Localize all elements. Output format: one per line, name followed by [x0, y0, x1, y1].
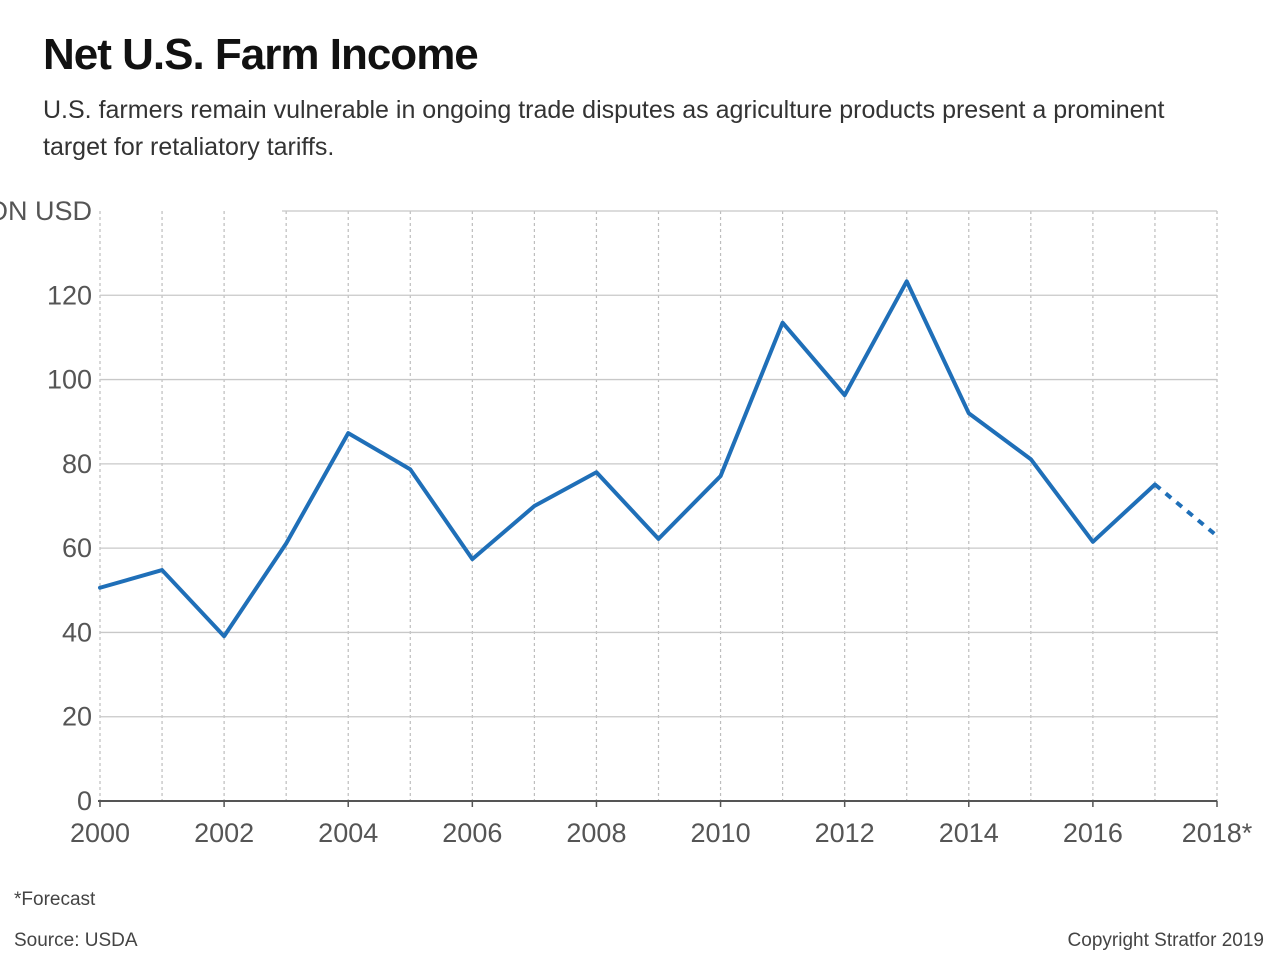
y-tick-label: 80: [62, 449, 92, 479]
line-chart: 0 20 40 60 80 100 120 140 BILLION USD 2000 2002 20…: [0, 196, 1253, 848]
x-tick-label: 2008: [566, 818, 626, 848]
x-tick-label: 2004: [318, 818, 378, 848]
income-series-line: [98, 279, 1157, 639]
y-tick-label: 40: [62, 617, 92, 647]
y-tick-label: 20: [62, 702, 92, 732]
x-tick-label: 2006: [442, 818, 502, 848]
x-tick-label: 2014: [939, 818, 999, 848]
y-tick-label: 120: [47, 280, 92, 310]
x-tick-label: 2016: [1063, 818, 1123, 848]
y-tick-label: 140 BILLION USD: [0, 196, 92, 226]
x-tick-label: 2018*: [1182, 818, 1253, 848]
y-tick-label: 0: [77, 786, 92, 816]
x-tick-label: 2002: [194, 818, 254, 848]
source-note: Source: USDA: [14, 930, 138, 951]
x-tick-label: 2012: [815, 818, 875, 848]
y-tick-label: 100: [47, 365, 92, 395]
chart-subtitle: U.S. farmers remain vulnerable in ongoin…: [43, 96, 1165, 161]
chart-title: Net U.S. Farm Income: [43, 30, 479, 79]
x-tick-label: 2010: [691, 818, 751, 848]
forecast-series-line: [1153, 482, 1219, 538]
x-tick-label: 2000: [70, 818, 130, 848]
copyright-note: Copyright Stratfor 2019: [1067, 930, 1264, 951]
y-tick-label: 60: [62, 533, 92, 563]
forecast-footnote: *Forecast: [14, 889, 96, 910]
